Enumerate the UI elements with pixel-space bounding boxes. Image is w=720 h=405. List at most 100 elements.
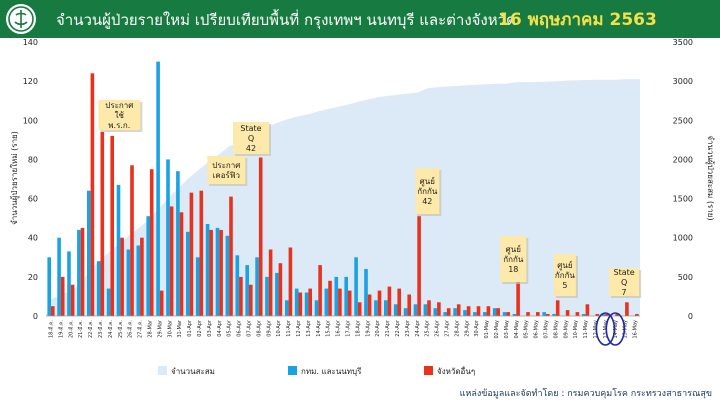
x-tick-label: 20-Apr bbox=[375, 319, 381, 337]
x-tick-label: 07-Apr bbox=[247, 319, 253, 337]
bar-other-provinces bbox=[140, 237, 144, 316]
x-tick-label: 14-May bbox=[613, 320, 619, 339]
bar-bkk-nonthaburi bbox=[443, 312, 447, 316]
bar-bkk-nonthaburi bbox=[314, 300, 319, 316]
annotation-text: 7 bbox=[622, 288, 627, 297]
bar-bkk-nonthaburi bbox=[502, 312, 507, 316]
bar-bkk-nonthaburi bbox=[473, 312, 477, 316]
bar-other-provinces bbox=[456, 304, 461, 316]
bar-bkk-nonthaburi bbox=[195, 257, 200, 316]
bar-other-provinces bbox=[189, 192, 194, 316]
annotation-callout: ศูนย์กักกัน5 bbox=[553, 254, 578, 298]
bar-other-provinces bbox=[625, 302, 629, 316]
bar-other-provinces bbox=[387, 286, 392, 316]
bar-bkk-nonthaburi bbox=[225, 235, 230, 316]
bar-other-provinces bbox=[466, 306, 471, 316]
bar-bkk-nonthaburi bbox=[186, 231, 190, 316]
x-tick-label: 05-May bbox=[524, 320, 530, 339]
x-tick-label: 04-Apr bbox=[217, 319, 223, 337]
x-tick-label: 13-Apr bbox=[306, 319, 312, 337]
bar-bkk-nonthaburi bbox=[136, 245, 141, 316]
bar-bkk-nonthaburi bbox=[126, 249, 131, 316]
legend-other-provinces: จังหวัดอื่นๆ bbox=[424, 365, 475, 376]
annotation-text: 42 bbox=[422, 197, 432, 206]
bar-bkk-nonthaburi bbox=[275, 272, 279, 316]
y-tick-label: 0 bbox=[33, 312, 38, 321]
bar-other-provinces bbox=[159, 290, 164, 316]
annotation-text: Q bbox=[248, 134, 254, 143]
x-tick-label: 10-Apr bbox=[276, 319, 282, 337]
bar-other-provinces bbox=[437, 302, 441, 316]
header-bar: จำนวนผู้ป่วยรายใหม่ เปรียบเทียบพื้นที่ ก… bbox=[0, 0, 720, 38]
x-tick-label: 27-Apr bbox=[444, 319, 450, 337]
bar-other-provinces bbox=[90, 73, 95, 316]
bar-other-provinces bbox=[258, 157, 263, 316]
legend-label: กทม. และนนทบุรี bbox=[301, 367, 362, 376]
y2-tick-label: 500 bbox=[678, 273, 693, 282]
annotation-text: ประกาศ bbox=[212, 161, 240, 170]
x-tick-label: 01-May bbox=[484, 320, 490, 339]
y2-axis-label: จำนวนผู้ป่วยสะสม (ราย) bbox=[705, 135, 715, 220]
bar-other-provinces bbox=[308, 288, 312, 316]
bar-other-provinces bbox=[506, 312, 510, 316]
x-tick-label: 11-May bbox=[583, 320, 589, 339]
legend-swatch bbox=[158, 366, 167, 375]
bar-other-provinces bbox=[209, 229, 213, 316]
bar-bkk-nonthaburi bbox=[285, 300, 289, 316]
bar-bkk-nonthaburi bbox=[384, 300, 388, 316]
bar-other-provinces bbox=[268, 249, 273, 316]
x-tick-label: 21-Apr bbox=[385, 319, 391, 337]
x-tick-label: 18-มี.ค. bbox=[48, 320, 55, 338]
x-tick-label: 01-Apr bbox=[187, 319, 193, 337]
bar-bkk-nonthaburi bbox=[364, 269, 368, 316]
bar-bkk-nonthaburi bbox=[463, 310, 467, 316]
bar-bkk-nonthaburi bbox=[245, 265, 249, 316]
x-tick-label: 10-May bbox=[573, 320, 579, 339]
annotation-box bbox=[415, 168, 440, 214]
x-tick-label: 16-May bbox=[633, 320, 639, 339]
annotation-text: กักกัน bbox=[417, 187, 438, 196]
x-tick-label: 24-มี.ค. bbox=[107, 320, 114, 338]
bar-other-provinces bbox=[635, 314, 639, 316]
bar-other-provinces bbox=[80, 227, 85, 316]
bar-other-provinces bbox=[199, 190, 204, 316]
bar-bkk-nonthaburi bbox=[265, 276, 269, 316]
chart-title: จำนวนผู้ป่วยรายใหม่ เปรียบเทียบพื้นที่ ก… bbox=[56, 11, 516, 29]
chart-date: 16 พฤษภาคม 2563 bbox=[498, 10, 657, 30]
bar-bkk-nonthaburi bbox=[146, 216, 150, 316]
bar-other-provinces bbox=[486, 306, 491, 316]
bar-other-provinces bbox=[446, 308, 451, 316]
bar-bkk-nonthaburi bbox=[393, 304, 398, 316]
x-tick-label: 19-Apr bbox=[365, 319, 371, 337]
bar-bkk-nonthaburi bbox=[492, 308, 497, 316]
x-tick-label: 03-Apr bbox=[207, 319, 213, 337]
bar-other-provinces bbox=[328, 280, 332, 316]
x-tick-label: 20-มี.ค. bbox=[67, 320, 74, 338]
legend-label: จังหวัดอื่นๆ bbox=[437, 365, 475, 376]
y2-tick-label: 1500 bbox=[673, 195, 693, 204]
x-tick-label: 15-May bbox=[623, 320, 629, 339]
bar-bkk-nonthaburi bbox=[403, 308, 408, 316]
y2-tick-label: 3000 bbox=[673, 77, 693, 86]
bar-other-provinces bbox=[347, 290, 352, 316]
annotation-box bbox=[500, 236, 527, 282]
x-tick-label: 22-Apr bbox=[395, 319, 401, 337]
bar-bkk-nonthaburi bbox=[156, 61, 160, 316]
x-tick-label: 06-May bbox=[534, 320, 540, 339]
bar-other-provinces bbox=[169, 206, 174, 316]
annotation-text: State bbox=[240, 124, 261, 133]
y2-tick-label: 3500 bbox=[673, 38, 693, 47]
legend-swatch bbox=[424, 366, 433, 375]
x-tick-label: 15-Apr bbox=[326, 319, 332, 337]
annotation-text: กักกัน bbox=[503, 255, 524, 264]
bar-bkk-nonthaburi bbox=[374, 300, 378, 316]
x-tick-label: 29-Mar bbox=[157, 319, 163, 338]
bar-other-provinces bbox=[149, 169, 154, 316]
x-tick-label: 08-May bbox=[553, 320, 559, 339]
bar-bkk-nonthaburi bbox=[47, 257, 51, 316]
